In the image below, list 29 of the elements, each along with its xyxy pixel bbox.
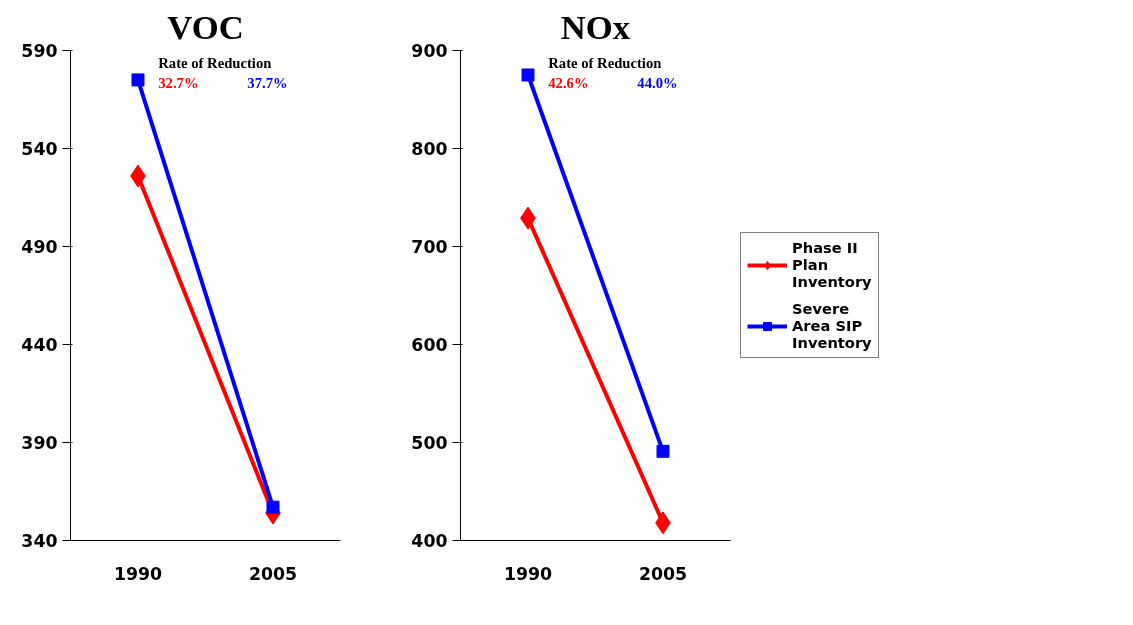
annotation: 37.7% (247, 74, 288, 91)
annotation: 44.0% (637, 74, 678, 91)
legend-label: Severe Area SIP Inventory (792, 300, 872, 351)
y-tick-label: 440 (21, 335, 58, 355)
chart-title: NOx (560, 7, 631, 46)
x-tick-label: 1990 (503, 563, 553, 584)
annotation: 42.6% (548, 74, 589, 91)
point (521, 68, 535, 82)
y-tick-label: 390 (21, 433, 58, 453)
legend-label: Phase II Plan Inventory (792, 239, 872, 290)
annotation: Rate of Reduction (158, 54, 272, 71)
point (656, 444, 670, 458)
y-tick-label: 900 (411, 41, 448, 61)
x-tick-label: 2005 (248, 563, 298, 584)
point (131, 73, 145, 87)
y-tick-label: 540 (21, 139, 58, 159)
y-tick-label: 590 (21, 41, 58, 61)
annotation: Rate of Reduction (548, 54, 662, 71)
y-tick-label: 600 (411, 335, 448, 355)
x-tick-label: 1990 (113, 563, 163, 584)
chart-title: VOC (167, 7, 244, 46)
annotation: 32.7% (158, 74, 199, 91)
y-tick-label: 700 (411, 237, 448, 257)
x-tick-label: 2005 (638, 563, 688, 584)
y-tick-label: 500 (411, 433, 448, 453)
y-tick-label: 400 (411, 531, 448, 551)
y-tick-label: 490 (21, 237, 58, 257)
y-tick-label: 800 (411, 139, 448, 159)
y-tick-label: 340 (21, 531, 58, 551)
